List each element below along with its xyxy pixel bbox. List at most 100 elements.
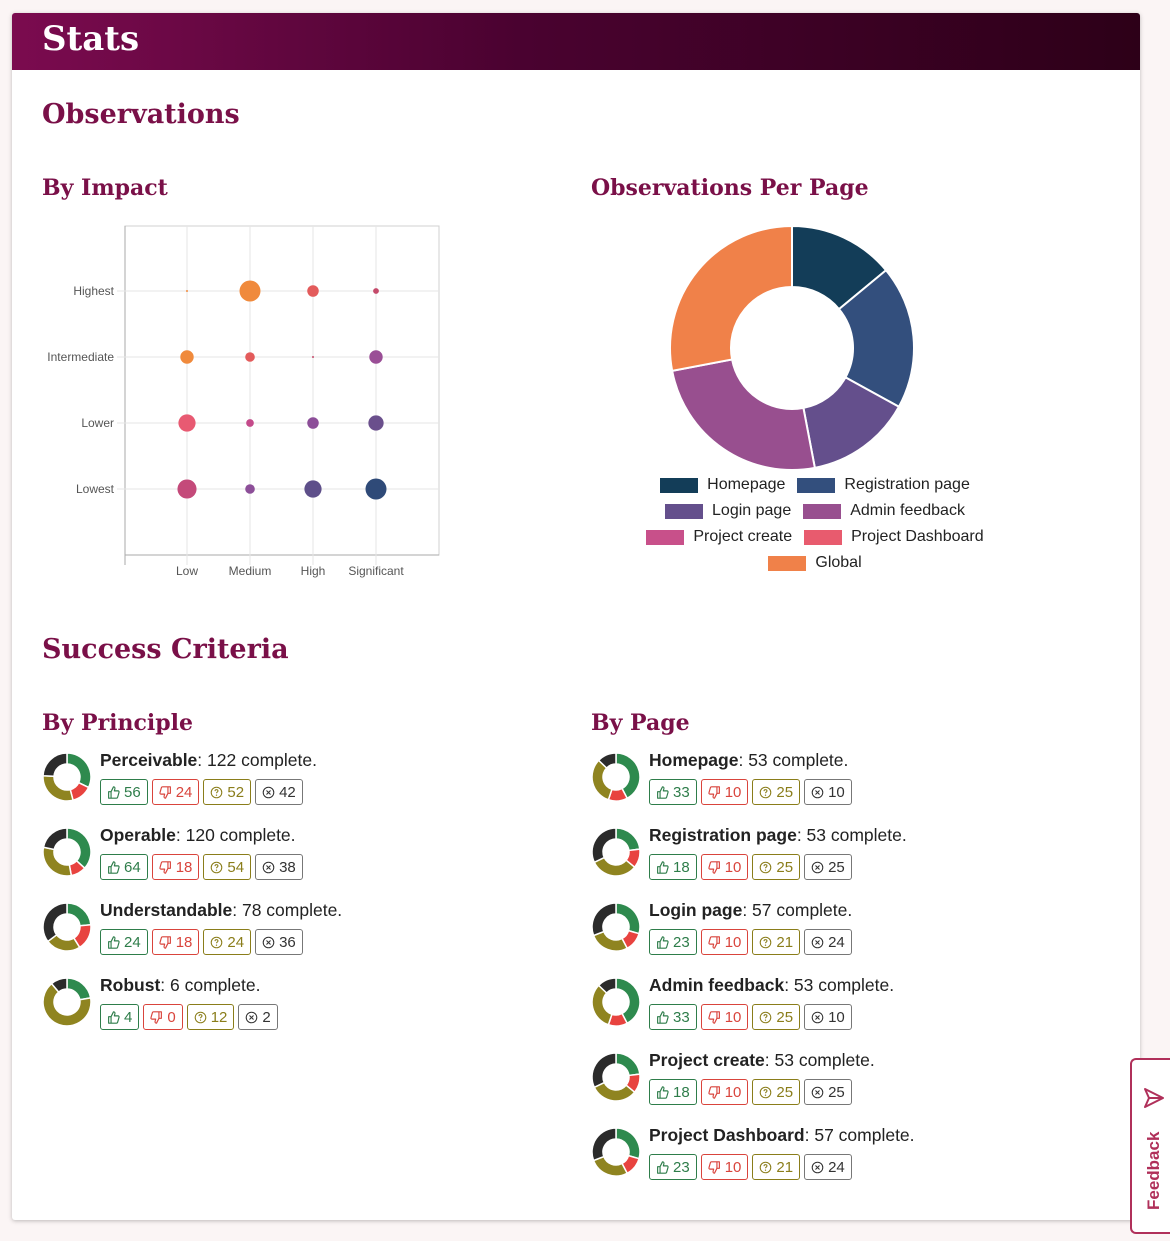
legend-item[interactable]: Registration page (797, 476, 970, 494)
unknown-count-badge[interactable]: 52 (203, 779, 252, 805)
badge-count: 10 (828, 1008, 845, 1026)
bubble-point[interactable] (307, 285, 319, 297)
na-count-badge[interactable]: 25 (804, 854, 852, 880)
pass-count-badge[interactable]: 64 (100, 854, 148, 880)
legend-item[interactable]: Global (768, 554, 862, 572)
unknown-count-badge[interactable]: 12 (186, 1004, 235, 1030)
fail-count-badge[interactable]: 10 (700, 929, 749, 955)
badge-count: 10 (724, 1158, 742, 1176)
bubble-point[interactable] (369, 350, 383, 364)
criteria-name[interactable]: Perceivable (100, 750, 198, 770)
na-count-badge[interactable]: 24 (804, 929, 852, 955)
na-count-badge[interactable]: 38 (255, 854, 303, 880)
legend-swatch (665, 503, 704, 519)
criteria-name[interactable]: Homepage (649, 750, 739, 770)
criteria-name[interactable]: Registration page (649, 825, 797, 845)
criteria-name[interactable]: Login page (649, 900, 743, 920)
fail-count-badge[interactable]: 10 (700, 779, 749, 805)
pass-count-badge[interactable]: 23 (649, 929, 697, 955)
bubble-point[interactable] (246, 419, 254, 427)
bubble-point[interactable] (177, 479, 197, 499)
bubble-point[interactable] (368, 415, 384, 431)
unknown-count-badge[interactable]: 25 (752, 779, 801, 805)
unknown-count-badge[interactable]: 54 (203, 854, 252, 880)
unknown-count-badge[interactable]: 25 (752, 854, 801, 880)
na-count-badge[interactable]: 25 (804, 1079, 852, 1105)
fail-count-badge[interactable]: 10 (700, 854, 749, 880)
legend-label: Project create (693, 528, 793, 545)
legend-item[interactable]: Project create (646, 528, 792, 546)
x-tick-label: Significant (348, 564, 404, 578)
badge-count: 4 (124, 1008, 133, 1026)
criteria-title: Admin feedback: 53 complete. (649, 975, 895, 995)
na-count-badge[interactable]: 10 (804, 779, 852, 805)
bubble-point[interactable] (373, 288, 379, 294)
fail-count-badge[interactable]: 18 (151, 854, 200, 880)
pass-count-badge[interactable]: 24 (100, 929, 148, 955)
criteria-donut (591, 827, 641, 877)
feedback-tab[interactable]: Feedback (1130, 1058, 1170, 1234)
bubble-point[interactable] (180, 350, 194, 364)
criteria-name[interactable]: Project create (649, 1050, 765, 1070)
pass-count-badge[interactable]: 4 (100, 1004, 140, 1030)
fail-count-badge[interactable]: 10 (700, 1079, 749, 1105)
badge-count: 25 (776, 858, 794, 876)
donut-slice[interactable] (670, 358, 817, 471)
pass-count-badge[interactable]: 18 (649, 1079, 697, 1105)
criteria-name[interactable]: Admin feedback (649, 975, 785, 995)
na-count-badge[interactable]: 24 (804, 1154, 852, 1180)
mini-donut-slice (615, 1052, 641, 1077)
question-circle-icon (759, 786, 772, 799)
criteria-donut (591, 752, 641, 802)
bubble-point[interactable] (245, 484, 255, 494)
mini-donut-slice (591, 1052, 617, 1089)
fail-count-badge[interactable]: 0 (143, 1004, 183, 1030)
unknown-count-badge[interactable]: 24 (203, 929, 252, 955)
bubble-point[interactable] (178, 414, 196, 432)
unknown-count-badge[interactable]: 25 (752, 1079, 801, 1105)
bubble-point[interactable] (307, 417, 319, 429)
unknown-count-badge[interactable]: 25 (752, 1004, 801, 1030)
fail-count-badge[interactable]: 18 (151, 929, 200, 955)
pass-count-badge[interactable]: 33 (649, 1004, 697, 1030)
y-tick-label: Highest (73, 284, 114, 298)
criteria-name[interactable]: Operable (100, 825, 176, 845)
badge-count: 10 (724, 1008, 742, 1026)
bubble-point[interactable] (239, 280, 261, 302)
pass-count-badge[interactable]: 23 (649, 1154, 697, 1180)
fail-count-badge[interactable]: 10 (700, 1154, 749, 1180)
bubble-point[interactable] (245, 352, 255, 362)
mini-donut-slice (42, 774, 74, 802)
bubble-point[interactable] (312, 356, 314, 358)
mini-donut-slice (42, 846, 73, 877)
legend-item[interactable]: Homepage (660, 476, 785, 494)
criteria-name[interactable]: Understandable (100, 900, 233, 920)
fail-count-badge[interactable]: 24 (151, 779, 200, 805)
badge-count: 23 (673, 1158, 690, 1176)
na-count-badge[interactable]: 10 (804, 1004, 852, 1030)
donut-slice[interactable] (669, 224, 793, 373)
legend-item[interactable]: Project Dashboard (804, 528, 984, 546)
na-count-badge[interactable]: 36 (255, 929, 303, 955)
criteria-item: Understandable: 78 complete. 24 18 24 36 (42, 900, 492, 962)
na-count-badge[interactable]: 42 (255, 779, 303, 805)
pass-count-badge[interactable]: 18 (649, 854, 697, 880)
criteria-donut (591, 902, 641, 952)
unknown-count-badge[interactable]: 21 (752, 929, 801, 955)
criteria-badges: 64 18 54 38 (100, 854, 303, 880)
unknown-count-badge[interactable]: 21 (752, 1154, 801, 1180)
badge-count: 0 (167, 1008, 176, 1026)
legend-item[interactable]: Login page (665, 502, 791, 520)
fail-count-badge[interactable]: 10 (700, 1004, 749, 1030)
criteria-name[interactable]: Project Dashboard (649, 1125, 805, 1145)
criteria-badges: 33 10 25 10 (649, 779, 852, 805)
pass-count-badge[interactable]: 33 (649, 779, 697, 805)
bubble-point[interactable] (365, 478, 387, 500)
badge-count: 25 (776, 1083, 794, 1101)
bubble-point[interactable] (186, 290, 188, 292)
bubble-point[interactable] (304, 480, 322, 498)
criteria-name[interactable]: Robust (100, 975, 161, 995)
na-count-badge[interactable]: 2 (238, 1004, 278, 1030)
legend-item[interactable]: Admin feedback (803, 502, 965, 520)
pass-count-badge[interactable]: 56 (100, 779, 148, 805)
